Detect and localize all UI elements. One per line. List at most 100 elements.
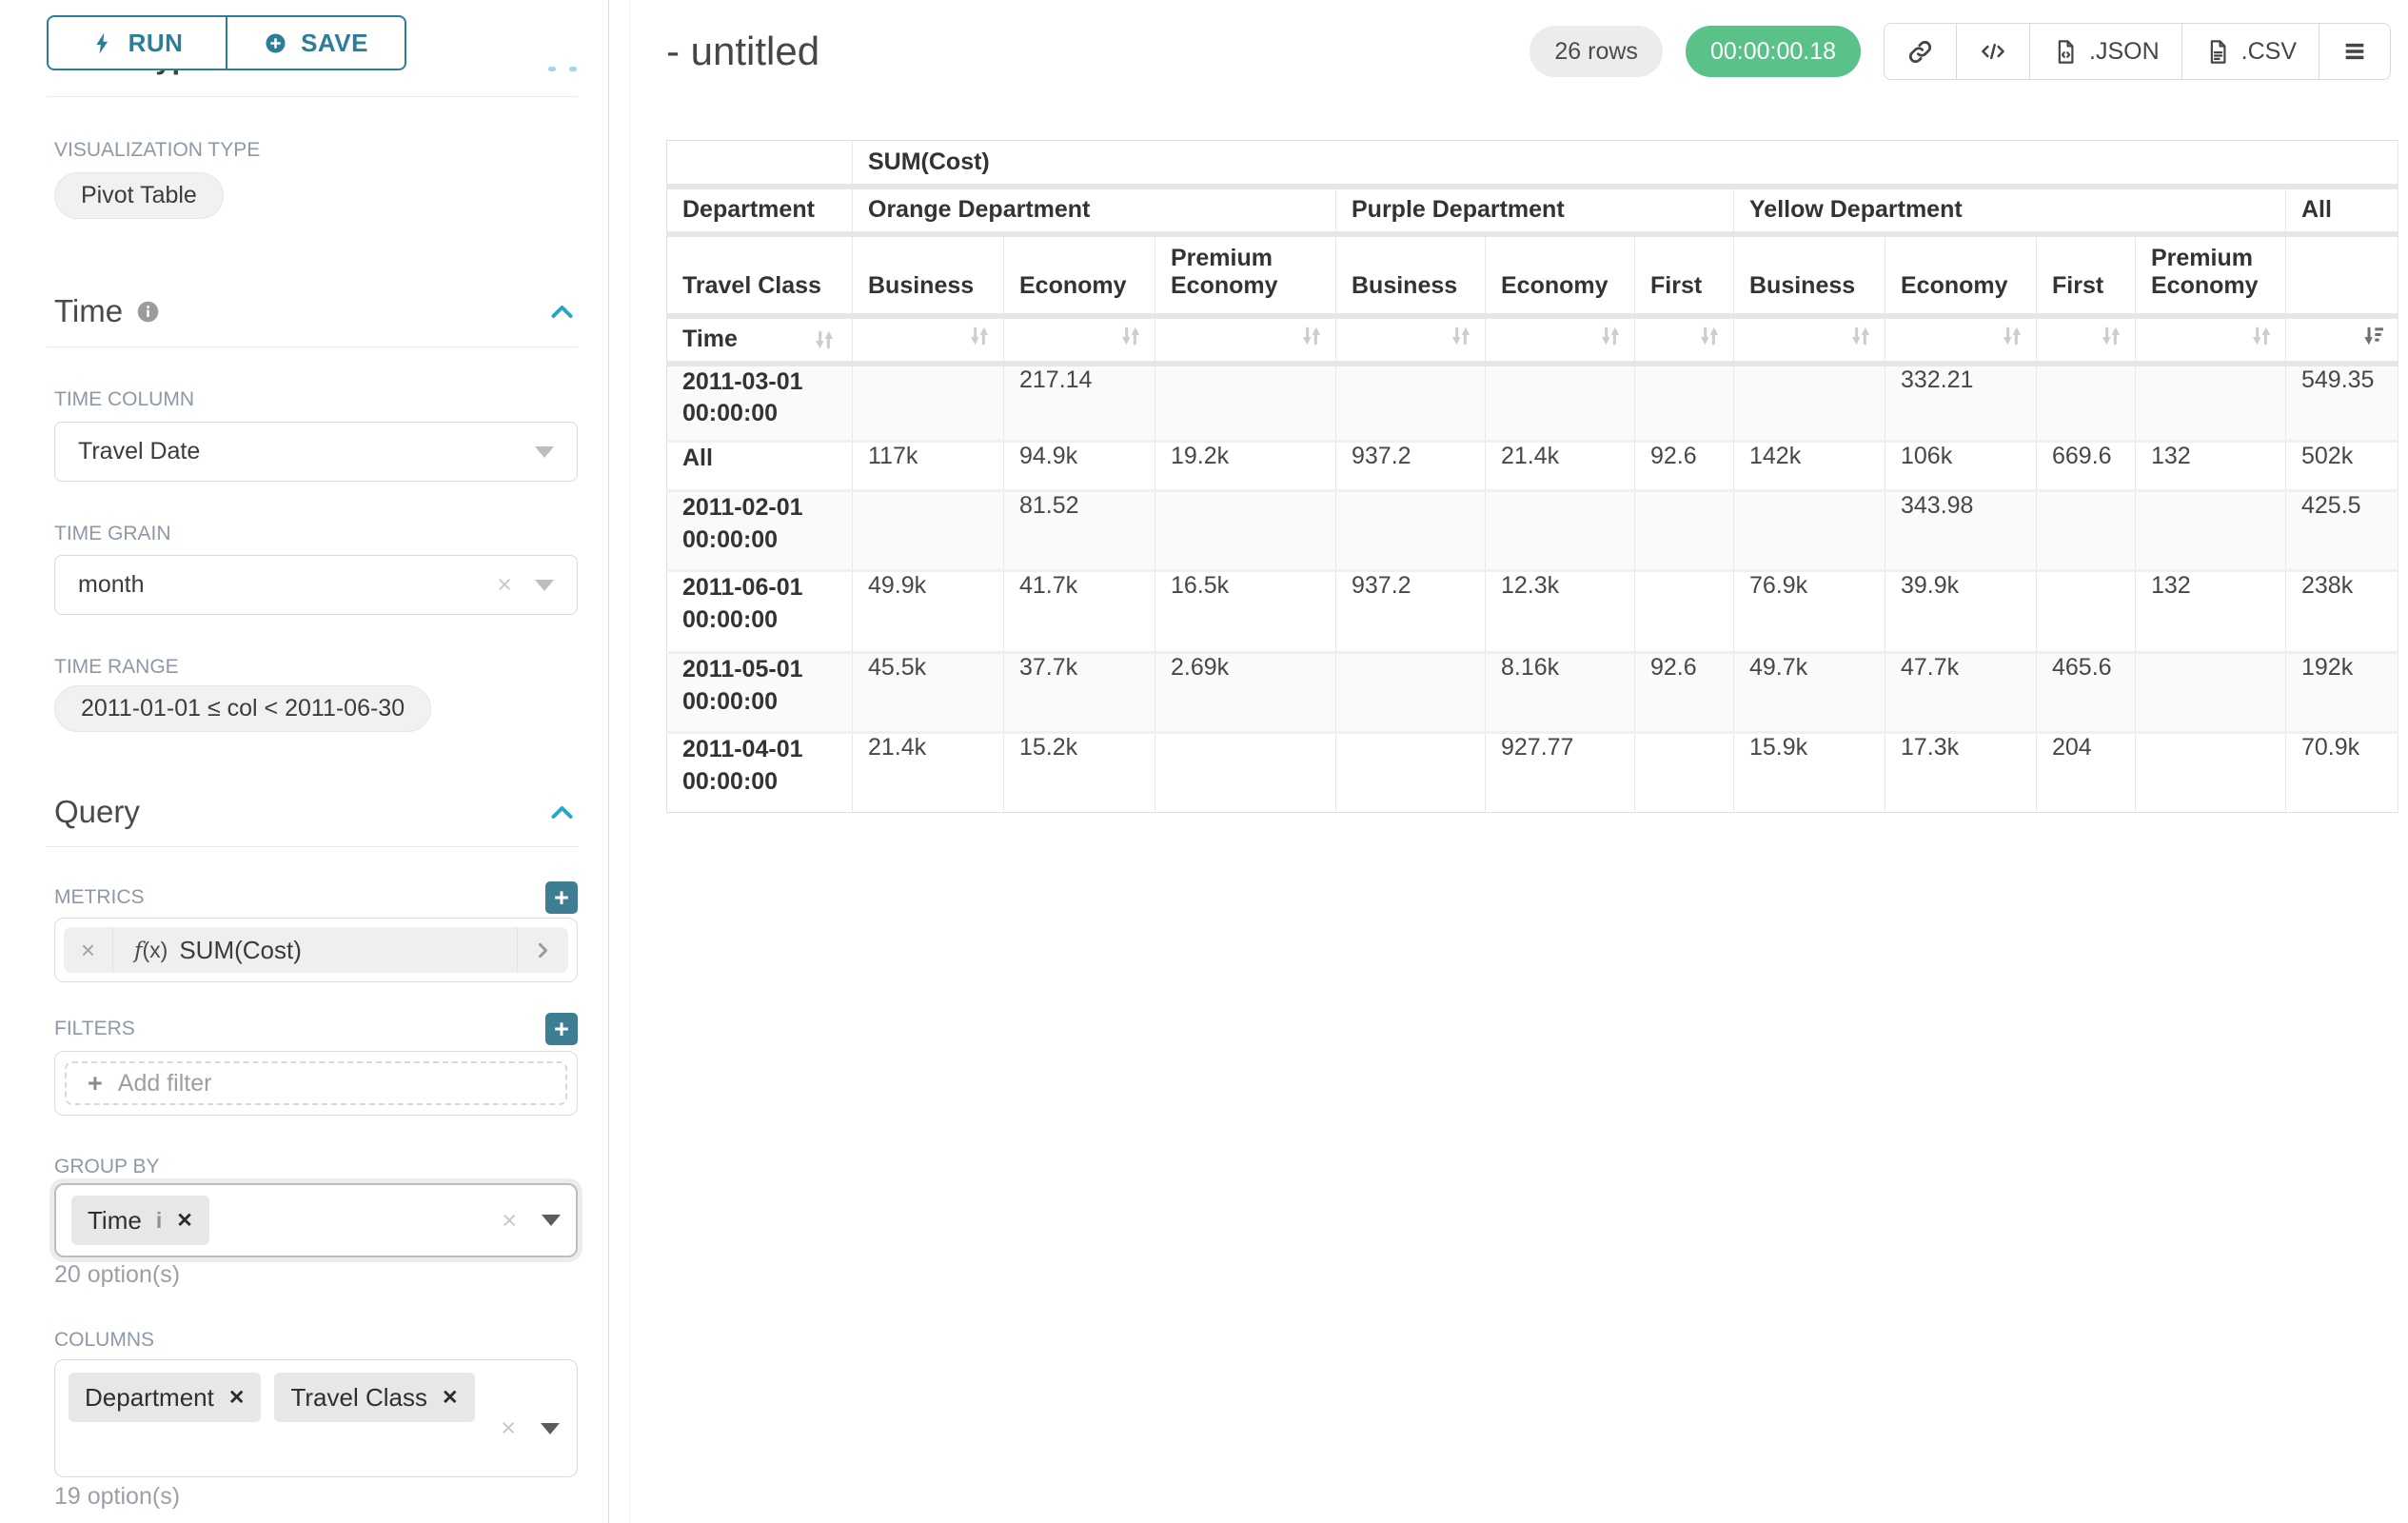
- columns-chip-department[interactable]: Department ✕: [69, 1373, 262, 1422]
- pivot-cell: [1155, 732, 1336, 813]
- pivot-cell: [1335, 490, 1486, 572]
- link-icon: [1906, 38, 1934, 66]
- metric-chip[interactable]: × f(x) SUM(Cost): [64, 927, 568, 973]
- pivot-cell: 49.9k: [852, 570, 1004, 654]
- group-by-select[interactable]: Time i ✕ ×: [54, 1183, 578, 1257]
- time-column-select[interactable]: Travel Date: [54, 422, 578, 482]
- pivot-row-label: 2011-05-01 00:00:00: [666, 652, 853, 734]
- pivot-cell: 39.9k: [1885, 570, 2037, 654]
- time-column-label: TIME COLUMN: [54, 388, 194, 410]
- sort-toggle-icon[interactable]: [1697, 324, 1722, 348]
- pivot-cell: 41.7k: [1003, 570, 1155, 654]
- sort-toggle-icon[interactable]: [812, 327, 837, 352]
- panel-resize-gutter[interactable]: [609, 0, 630, 1523]
- group-by-options-hint: 20 option(s): [54, 1261, 181, 1288]
- sort-toggle-icon[interactable]: [2249, 324, 2274, 348]
- pivot-cell: 19.2k: [1155, 441, 1336, 492]
- pivot-row-label: All: [666, 441, 853, 492]
- info-icon: i: [155, 1207, 163, 1233]
- pivot-cell: 17.3k: [1885, 732, 2037, 813]
- add-filter-plus-button[interactable]: +: [545, 1013, 578, 1045]
- sort-toggle-icon[interactable]: [2000, 324, 2024, 348]
- collapse-chevron-up-icon[interactable]: [547, 297, 577, 326]
- clear-icon[interactable]: ×: [497, 570, 512, 599]
- sort-toggle-icon[interactable]: [1848, 324, 1873, 348]
- time-row-label: Time: [666, 315, 853, 366]
- sort-toggle-icon[interactable]: [2099, 324, 2123, 348]
- sort-toggle-icon[interactable]: [1598, 324, 1623, 348]
- pivot-row-label: 2011-04-01 00:00:00: [666, 732, 853, 813]
- pivot-cell: [1335, 732, 1486, 813]
- function-icon: f(x): [134, 937, 168, 963]
- group-by-chip-time[interactable]: Time i ✕: [71, 1196, 209, 1245]
- pivot-cell: [1733, 363, 1885, 443]
- sort-toggle-icon[interactable]: [1118, 324, 1143, 348]
- pivot-cell: 343.98: [1885, 490, 2037, 572]
- time-range-pill[interactable]: 2011-01-01 ≤ col < 2011-06-30: [54, 685, 432, 732]
- collapse-chevron-up-icon[interactable]: [547, 798, 577, 827]
- time-grain-select[interactable]: month ×: [54, 555, 578, 615]
- pivot-cell: 465.6: [2036, 652, 2136, 734]
- pivot-cell: 8.16k: [1485, 652, 1635, 734]
- add-filter-button[interactable]: + Add filter: [65, 1061, 567, 1105]
- time-section-header: Time: [54, 293, 577, 329]
- columns-label: COLUMNS: [54, 1329, 155, 1351]
- run-button[interactable]: RUN: [47, 15, 227, 70]
- chart-title[interactable]: - untitled: [666, 29, 820, 73]
- time-grain-label: TIME GRAIN: [54, 523, 171, 544]
- sort-header-cell: [1003, 315, 1155, 366]
- visualization-type-pill[interactable]: Pivot Table: [54, 172, 224, 219]
- columns-select[interactable]: Department ✕ Travel Class ✕ ×: [54, 1359, 578, 1477]
- embed-code-button[interactable]: [1957, 24, 2031, 79]
- remove-chip-icon[interactable]: ✕: [441, 1386, 459, 1409]
- pivot-cell: 425.5: [2285, 490, 2399, 572]
- pivot-cell: 132: [2135, 441, 2286, 492]
- chart-header: - untitled 26 rows 00:00:00.18: [666, 23, 2391, 80]
- pivot-cell: 142k: [1733, 441, 1885, 492]
- sort-toggle-icon[interactable]: [967, 324, 992, 348]
- pivot-cell: 669.6: [2036, 441, 2136, 492]
- copy-link-button[interactable]: [1885, 24, 1958, 79]
- sort-descending-active-icon[interactable]: [2361, 324, 2386, 348]
- query-timer-badge: 00:00:00.18: [1685, 26, 1862, 77]
- columns-options-hint: 19 option(s): [54, 1483, 181, 1510]
- row-count-badge: 26 rows: [1530, 26, 1663, 77]
- save-button[interactable]: SAVE: [226, 15, 406, 70]
- add-metric-button[interactable]: +: [545, 881, 578, 914]
- menu-button[interactable]: [2319, 24, 2390, 79]
- export-csv-button[interactable]: .CSV: [2181, 24, 2319, 79]
- chevron-down-icon[interactable]: [541, 1422, 560, 1434]
- remove-chip-icon[interactable]: ✕: [227, 1386, 246, 1409]
- pivot-cell: 21.4k: [852, 732, 1004, 813]
- sort-toggle-icon[interactable]: [1299, 324, 1324, 348]
- clear-icon[interactable]: ×: [502, 1205, 517, 1235]
- pivot-row-label: 2011-06-01 00:00:00: [666, 570, 853, 654]
- pivot-cell: [1485, 490, 1635, 572]
- export-json-button[interactable]: .JSON: [2030, 24, 2182, 79]
- pivot-cell: 92.6: [1634, 652, 1734, 734]
- metrics-label: METRICS: [54, 886, 145, 908]
- column-header: Economy: [1485, 233, 1635, 319]
- group-by-label: GROUP BY: [54, 1156, 160, 1177]
- pivot-cell: 81.52: [1003, 490, 1155, 572]
- hamburger-menu-icon: [2341, 38, 2368, 65]
- clear-icon[interactable]: ×: [501, 1414, 516, 1442]
- chevron-right-icon[interactable]: [517, 927, 568, 973]
- columns-chip-travel-class[interactable]: Travel Class ✕: [274, 1373, 475, 1422]
- department-row-label: Department: [666, 186, 853, 237]
- remove-chip-icon[interactable]: ✕: [176, 1209, 193, 1232]
- pivot-cell: [1335, 363, 1486, 443]
- chevron-down-icon[interactable]: [535, 445, 554, 458]
- sort-toggle-icon[interactable]: [1449, 324, 1473, 348]
- column-header: [2285, 233, 2399, 319]
- divider: [47, 846, 578, 847]
- remove-metric-icon[interactable]: ×: [64, 927, 113, 973]
- chevron-down-icon[interactable]: [542, 1215, 561, 1226]
- pivot-cell: 937.2: [1335, 441, 1486, 492]
- pivot-cell: 937.2: [1335, 570, 1486, 654]
- pivot-cell: 49.7k: [1733, 652, 1885, 734]
- pivot-cell: [852, 363, 1004, 443]
- chevron-down-icon[interactable]: [535, 579, 554, 591]
- sort-header-cell: [2135, 315, 2286, 366]
- filters-box: + Add filter: [54, 1051, 578, 1116]
